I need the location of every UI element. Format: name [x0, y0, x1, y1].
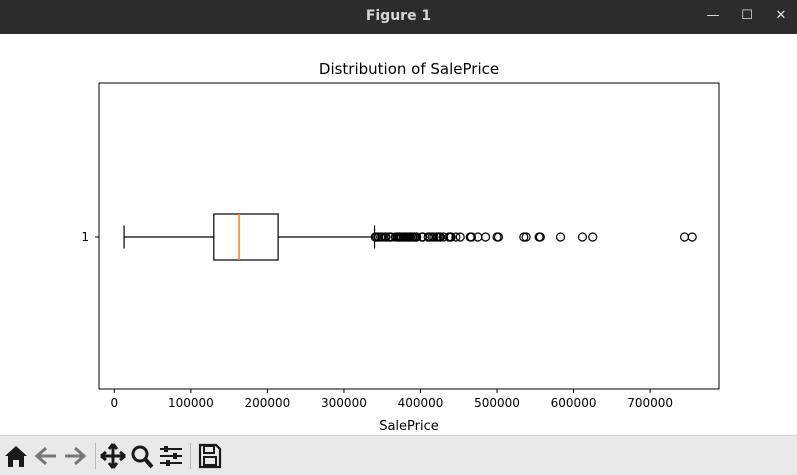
- save-icon[interactable]: [196, 441, 224, 471]
- outlier-point: [451, 232, 461, 242]
- outlier-point: [577, 232, 588, 242]
- outlier-point: [381, 232, 391, 242]
- outlier-point: [429, 232, 439, 242]
- outlier-point: [466, 232, 476, 242]
- outlier-point: [521, 232, 531, 242]
- outlier-point: [679, 232, 690, 242]
- outlier-point: [493, 232, 504, 242]
- toolbar-separator: [190, 443, 191, 469]
- iqr-box: [213, 213, 279, 261]
- y-tick-label: 1: [81, 230, 89, 244]
- x-tick-label: 400000: [398, 396, 444, 410]
- pan-icon[interactable]: [99, 441, 127, 471]
- back-arrow-icon[interactable]: [32, 441, 60, 471]
- x-tick-label: 100000: [168, 396, 214, 410]
- outlier-point: [555, 232, 566, 242]
- outlier-point: [535, 232, 545, 242]
- figure-canvas: Distribution of SalePrice 0 100000 200000 3…: [0, 34, 797, 435]
- close-button[interactable]: ✕: [775, 8, 787, 23]
- outlier-point: [446, 232, 456, 242]
- minimize-button[interactable]: —: [706, 8, 720, 23]
- navigation-toolbar: [0, 435, 797, 475]
- boxplot-chart: Distribution of SalePrice 0 100000 200000 3…: [81, 60, 720, 434]
- outlier-point: [418, 232, 428, 242]
- window-titlebar: Figure 1 — ☐ ✕: [0, 0, 797, 34]
- x-tick-label: 200000: [244, 396, 290, 410]
- x-tick-label: 600000: [551, 396, 597, 410]
- outlier-point: [687, 232, 697, 242]
- forward-arrow-icon[interactable]: [61, 441, 89, 471]
- x-tick-label: 700000: [627, 396, 673, 410]
- window-title: Figure 1: [365, 8, 432, 24]
- plot-area: [98, 82, 720, 390]
- outlier-point: [480, 232, 491, 242]
- outlier-point: [412, 232, 422, 242]
- zoom-icon[interactable]: [128, 441, 156, 471]
- home-icon[interactable]: [2, 441, 30, 471]
- outlier-point: [588, 232, 598, 242]
- x-tick-label: 300000: [321, 396, 367, 410]
- configure-subplots-icon[interactable]: [157, 441, 185, 471]
- x-axis-label: SalePrice: [379, 419, 439, 434]
- toolbar-separator: [95, 443, 96, 469]
- chart-title: Distribution of SalePrice: [319, 60, 499, 78]
- x-tick-label: 500000: [474, 396, 520, 410]
- x-tick-label: 0: [110, 396, 118, 410]
- outlier-point: [455, 232, 465, 242]
- outlier-point: [519, 232, 529, 242]
- maximize-button[interactable]: ☐: [741, 8, 753, 23]
